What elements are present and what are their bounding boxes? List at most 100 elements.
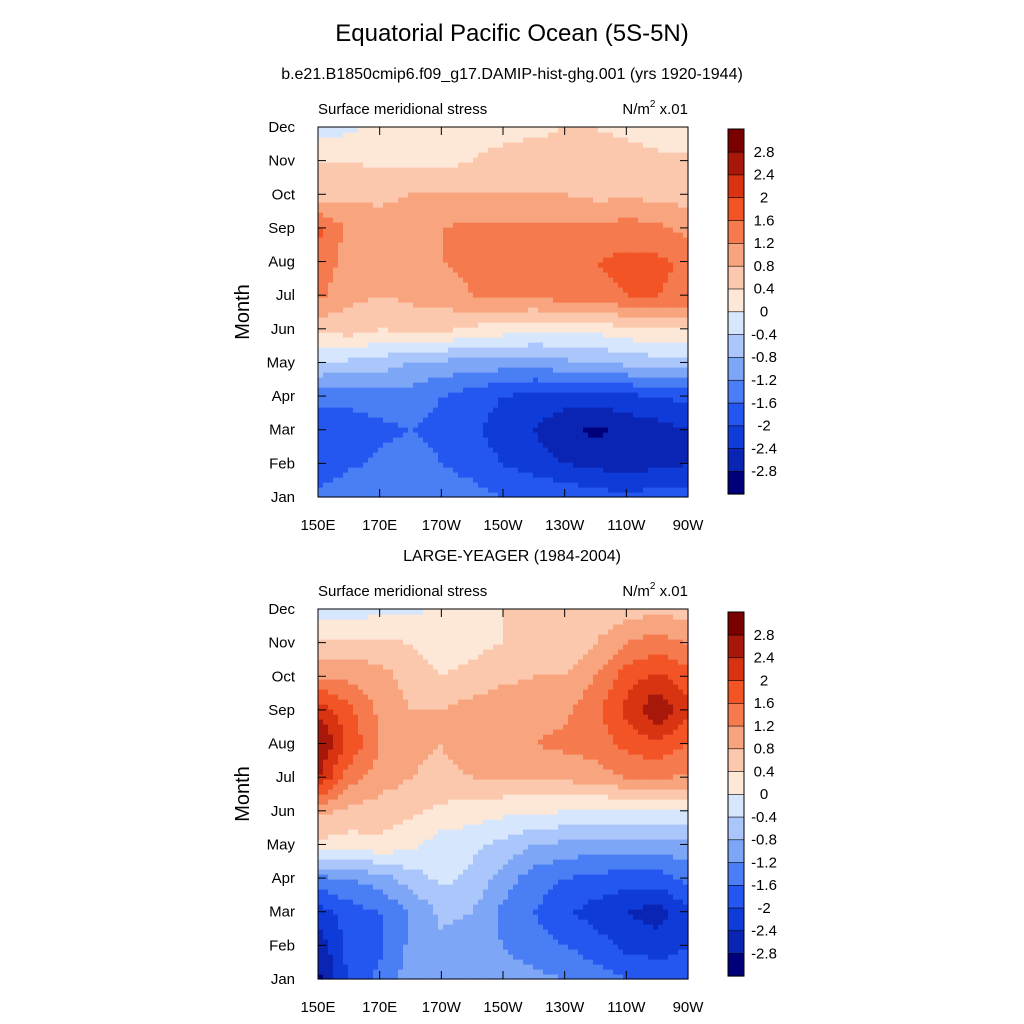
heatmap-cell — [518, 197, 524, 203]
heatmap-cell — [373, 277, 379, 283]
heatmap-cell — [588, 177, 594, 183]
heatmap-cell — [663, 222, 669, 228]
heatmap-cell — [528, 432, 534, 438]
heatmap-cell — [428, 252, 434, 258]
heatmap-cell — [423, 482, 429, 488]
heatmap-cell — [478, 397, 484, 403]
heatmap-cell — [328, 462, 334, 468]
heatmap-cell — [433, 252, 439, 258]
heatmap-cell — [568, 457, 574, 463]
heatmap-cell — [558, 327, 564, 333]
heatmap-cell — [553, 467, 559, 473]
heatmap-cell — [433, 312, 439, 318]
heatmap-cell — [523, 282, 529, 288]
heatmap-cell — [548, 402, 554, 408]
heatmap-cell — [538, 302, 544, 308]
heatmap-cell — [558, 392, 564, 398]
heatmap-cell — [573, 257, 579, 263]
heatmap-cell — [333, 257, 339, 263]
heatmap-cell — [683, 222, 689, 228]
heatmap-cell — [458, 322, 464, 328]
heatmap-cell — [433, 432, 439, 438]
heatmap-cell — [523, 187, 529, 193]
heatmap-cell — [493, 287, 499, 293]
heatmap-cell — [458, 397, 464, 403]
heatmap-cell — [603, 477, 609, 483]
heatmap-cell — [528, 237, 534, 243]
heatmap-cell — [608, 492, 614, 498]
heatmap-cell — [533, 262, 539, 268]
heatmap-cell — [633, 162, 639, 168]
heatmap-cell — [363, 272, 369, 278]
heatmap-cell — [553, 382, 559, 388]
heatmap-cell — [403, 477, 409, 483]
heatmap-cell — [488, 337, 494, 343]
heatmap-cell — [643, 492, 649, 498]
heatmap-cell — [678, 252, 684, 258]
heatmap-cell — [378, 402, 384, 408]
heatmap-cell — [538, 192, 544, 198]
heatmap-cell — [533, 272, 539, 278]
heatmap-cell — [368, 492, 374, 498]
heatmap-cell — [568, 392, 574, 398]
heatmap-cell — [373, 462, 379, 468]
heatmap-cell — [478, 172, 484, 178]
heatmap-cell — [453, 347, 459, 353]
heatmap-cell — [583, 237, 589, 243]
heatmap-cell — [493, 367, 499, 373]
heatmap-cell — [588, 467, 594, 473]
heatmap-cell — [443, 407, 449, 413]
heatmap-cell — [663, 162, 669, 168]
heatmap-cell — [573, 392, 579, 398]
heatmap-cell — [443, 177, 449, 183]
heatmap-cell — [673, 292, 679, 298]
heatmap-cell — [348, 187, 354, 193]
heatmap-cell — [413, 427, 419, 433]
heatmap-cell — [623, 377, 629, 383]
heatmap-cell — [393, 472, 399, 478]
heatmap-cell — [493, 397, 499, 403]
heatmap-cell — [673, 212, 679, 218]
heatmap-cell — [628, 307, 634, 313]
heatmap-cell — [498, 442, 504, 448]
heatmap-cell — [423, 267, 429, 273]
heatmap-cell — [578, 427, 584, 433]
heatmap-cell — [343, 292, 349, 298]
heatmap-cell — [423, 317, 429, 323]
heatmap-cell — [573, 487, 579, 493]
heatmap-cell — [483, 317, 489, 323]
heatmap-cell — [668, 357, 674, 363]
heatmap-cell — [373, 437, 379, 443]
heatmap-cell — [653, 437, 659, 443]
heatmap-cell — [453, 287, 459, 293]
heatmap-cell — [488, 327, 494, 333]
heatmap-cell — [538, 217, 544, 223]
heatmap-cell — [353, 477, 359, 483]
heatmap-cell — [513, 332, 519, 338]
heatmap-cell — [358, 187, 364, 193]
heatmap-cell — [458, 272, 464, 278]
heatmap-cell — [623, 422, 629, 428]
heatmap-cell — [538, 397, 544, 403]
heatmap-cell — [348, 397, 354, 403]
heatmap-cell — [473, 232, 479, 238]
heatmap-cell — [443, 342, 449, 348]
heatmap-cell — [428, 322, 434, 328]
heatmap-cell — [558, 372, 564, 378]
heatmap-cell — [403, 347, 409, 353]
heatmap-cell — [483, 252, 489, 258]
heatmap-cell — [673, 462, 679, 468]
heatmap-cell — [658, 217, 664, 223]
heatmap-cell — [623, 192, 629, 198]
heatmap-cell — [568, 467, 574, 473]
heatmap-cell — [383, 157, 389, 163]
heatmap-cell — [353, 407, 359, 413]
heatmap-cell — [388, 472, 394, 478]
heatmap-cell — [563, 387, 569, 393]
heatmap-cell — [348, 392, 354, 398]
heatmap-cell — [488, 397, 494, 403]
heatmap-cell — [423, 487, 429, 493]
heatmap-cell — [593, 307, 599, 313]
heatmap-cell — [508, 412, 514, 418]
heatmap-cell — [538, 452, 544, 458]
